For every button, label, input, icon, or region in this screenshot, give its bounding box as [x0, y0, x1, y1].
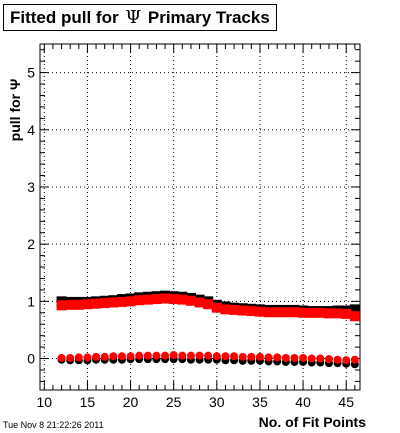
data-point-s3 — [255, 352, 264, 361]
data-point-s3 — [333, 355, 342, 364]
chart-title-symbol: Ψ — [125, 7, 142, 28]
data-point-s3 — [178, 351, 187, 360]
x-tick-label: 15 — [80, 394, 96, 410]
x-tick-label: 40 — [295, 394, 311, 410]
y-tick-label: 0 — [27, 351, 35, 367]
x-tick-label: 25 — [166, 394, 182, 410]
data-point-s3 — [117, 352, 126, 361]
grid — [40, 44, 360, 390]
data-point-s1 — [65, 299, 76, 310]
data-point-s3 — [221, 352, 230, 361]
y-tick-label: 4 — [27, 122, 35, 138]
data-point-s1 — [246, 306, 257, 317]
data-point-s1 — [56, 300, 67, 311]
data-point-s1 — [315, 307, 326, 318]
data-point-s1 — [116, 296, 127, 307]
data-marks — [56, 290, 360, 369]
data-point-s3 — [238, 352, 247, 361]
data-point-s1 — [323, 308, 334, 319]
data-point-s0 — [349, 304, 360, 315]
data-point-s1 — [160, 293, 171, 304]
data-point-s1 — [220, 304, 231, 315]
data-point-s1 — [177, 294, 188, 305]
data-point-s3 — [299, 353, 308, 362]
data-point-s3 — [212, 352, 221, 361]
x-tick-label: 30 — [209, 394, 225, 410]
x-tick-label: 10 — [37, 394, 53, 410]
data-point-s3 — [342, 356, 351, 365]
chart-title-prefix: Fitted pull for — [10, 8, 119, 27]
y-tick-label: 2 — [27, 236, 35, 252]
data-point-s1 — [99, 298, 110, 309]
y-tick-label: 3 — [27, 179, 35, 195]
x-tick-label: 45 — [338, 394, 354, 410]
data-point-s3 — [66, 353, 75, 362]
data-point-s3 — [350, 355, 359, 364]
data-point-s3 — [169, 351, 178, 360]
data-point-s3 — [152, 351, 161, 360]
plot-frame — [39, 43, 361, 391]
data-point-s3 — [143, 351, 152, 360]
data-point-s1 — [194, 297, 205, 308]
data-point-s3 — [195, 351, 204, 360]
data-point-s1 — [82, 299, 93, 310]
data-point-s1 — [254, 306, 265, 317]
data-point-s1 — [151, 294, 162, 305]
data-point-s1 — [203, 299, 214, 310]
data-point-s1 — [289, 307, 300, 318]
data-point-s3 — [57, 353, 66, 362]
data-point-s3 — [273, 353, 282, 362]
y-axis-title: pull for Ψ — [7, 79, 23, 142]
x-tick-label: 35 — [252, 394, 268, 410]
data-point-s1 — [185, 295, 196, 306]
data-point-s1 — [263, 307, 274, 318]
data-point-s3 — [281, 353, 290, 362]
data-point-s3 — [204, 351, 213, 360]
data-point-s3 — [126, 352, 135, 361]
data-point-s1 — [341, 308, 352, 319]
data-point-s1 — [349, 311, 360, 322]
data-point-s1 — [332, 308, 343, 319]
data-point-s1 — [237, 305, 248, 316]
x-tick-label: 20 — [123, 394, 139, 410]
data-point-s3 — [307, 354, 316, 363]
data-point-s3 — [109, 352, 118, 361]
data-point-s3 — [186, 351, 195, 360]
data-point-s1 — [280, 307, 291, 318]
data-point-s3 — [83, 353, 92, 362]
data-point-s3 — [230, 352, 239, 361]
data-point-s1 — [306, 307, 317, 318]
data-point-s1 — [272, 307, 283, 318]
data-point-s1 — [91, 298, 102, 309]
plot-border — [39, 43, 361, 391]
data-point-s3 — [316, 354, 325, 363]
chart-title: Fitted pull for Ψ Primary Tracks — [3, 4, 277, 31]
data-point-s3 — [92, 352, 101, 361]
data-point-s1 — [125, 296, 136, 307]
data-point-s1 — [142, 294, 153, 305]
timestamp: Tue Nov 8 21:22:26 2011 — [3, 420, 104, 430]
x-axis-title: No. of Fit Points — [259, 414, 367, 430]
data-point-s1 — [134, 295, 145, 306]
y-tick-label: 1 — [27, 293, 35, 309]
y-tick-label: 5 — [27, 65, 35, 81]
data-point-s3 — [161, 351, 170, 360]
data-point-s1 — [229, 304, 240, 315]
data-point-s1 — [73, 299, 84, 310]
data-point-s1 — [298, 307, 309, 318]
data-point-s1 — [168, 294, 179, 305]
data-point-s1 — [211, 302, 222, 313]
data-point-s3 — [135, 351, 144, 360]
data-point-s3 — [74, 353, 83, 362]
data-point-s3 — [247, 352, 256, 361]
chart-title-suffix: Primary Tracks — [147, 8, 270, 27]
data-point-s3 — [324, 355, 333, 364]
data-point-s3 — [290, 353, 299, 362]
data-point-s3 — [264, 353, 273, 362]
chart-title-text: Fitted pull for Ψ Primary Tracks — [10, 7, 270, 28]
data-point-s1 — [108, 297, 119, 308]
data-point-s3 — [100, 352, 109, 361]
